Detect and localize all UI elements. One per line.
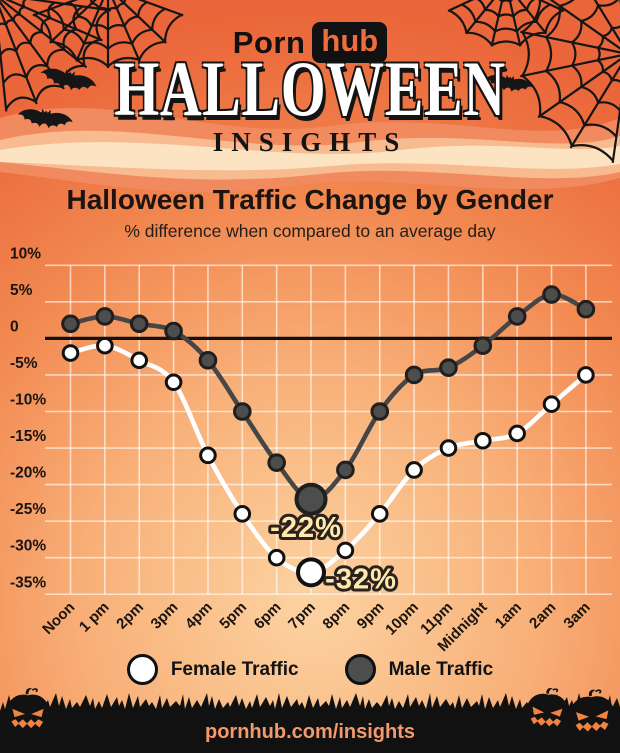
male-traffic-point — [95, 307, 115, 326]
male-traffic-point — [542, 285, 561, 304]
male-traffic-point — [294, 482, 328, 516]
female-traffic-point — [164, 373, 183, 392]
male-traffic-point — [164, 321, 183, 341]
x-axis-label: 10pm — [382, 599, 422, 639]
y-axis-label: -20% — [10, 465, 46, 482]
legend-label-female: Female Traffic — [170, 658, 299, 680]
x-axis-label: 4pm — [182, 599, 216, 633]
chart-subtitle: % difference when compared to an average… — [124, 221, 496, 241]
male-traffic-point — [129, 314, 149, 334]
x-axis-label: 9pm — [354, 599, 388, 633]
female-traffic-point — [267, 548, 286, 567]
male-traffic-point — [336, 460, 355, 480]
male-traffic-point — [233, 402, 252, 421]
annotation-label: -22% — [270, 512, 342, 544]
x-axis-label: 11pm — [417, 599, 456, 638]
x-axis-label: 5pm — [216, 599, 250, 633]
annotation-label: -32% — [325, 563, 397, 595]
y-axis-label: -10% — [10, 392, 46, 409]
logo-hub-text: hub — [321, 23, 379, 58]
male-traffic-point — [576, 299, 596, 319]
female-traffic-marker — [126, 654, 158, 685]
logo-hub-badge: hub — [312, 22, 388, 63]
x-axis-label: 8pm — [319, 599, 353, 633]
x-axis-label: 1 pm — [76, 599, 113, 636]
y-axis-label: 5% — [10, 282, 33, 299]
header-decoration — [0, 0, 620, 192]
x-axis-label: 6pm — [251, 599, 285, 633]
spider-web-icon — [520, 0, 620, 164]
x-axis-label: 3am — [560, 599, 593, 632]
spider-web-icon — [32, 0, 184, 68]
legend-label-male: Male Traffic — [388, 658, 494, 680]
insights-subtitle: INSIGHTS — [212, 127, 408, 157]
female-traffic-point — [474, 431, 492, 450]
y-axis-label: 0 — [10, 318, 19, 335]
spider-web-icon — [447, 0, 565, 47]
footer-url: pornhub.com/insights — [205, 721, 415, 743]
female-traffic-point — [130, 351, 149, 370]
female-traffic-point — [577, 366, 595, 384]
logo-porn-text: Porn — [232, 24, 306, 60]
legend-item-female: Female Traffic — [126, 654, 299, 685]
male-traffic-point — [198, 351, 218, 370]
female-traffic-point — [233, 505, 252, 523]
legend-item-male: Male Traffic — [344, 654, 494, 685]
female-traffic-point — [508, 424, 526, 443]
y-axis-label: -15% — [10, 428, 46, 445]
female-traffic-point — [199, 446, 217, 465]
y-axis-label: -25% — [10, 501, 46, 518]
female-traffic-point — [336, 541, 355, 560]
male-traffic-point — [61, 314, 80, 334]
male-traffic-point — [267, 453, 286, 472]
grass-silhouette — [0, 693, 620, 753]
pornhub-logo: Porn hub — [0, 22, 620, 63]
male-traffic-point — [404, 365, 424, 385]
x-axis-label: 7pm — [285, 599, 319, 633]
female-traffic-point — [542, 395, 561, 413]
female-traffic-point — [296, 557, 327, 588]
male-traffic-line — [68, 292, 589, 502]
female-traffic-point — [439, 439, 458, 457]
male-traffic-point — [507, 307, 527, 326]
x-axis-label: 1am — [492, 599, 525, 632]
male-traffic-point — [370, 402, 390, 421]
x-axis-label: Midnight — [434, 599, 490, 655]
male-traffic-marker — [344, 654, 376, 685]
chart-legend: Female Traffic Male Traffic — [0, 654, 620, 685]
female-traffic-point — [61, 344, 80, 362]
female-traffic-line — [68, 343, 589, 575]
chart-title: Halloween Traffic Change by Gender — [66, 184, 554, 215]
x-axis-label: 2am — [526, 599, 559, 632]
wave-band-3 — [0, 142, 620, 171]
y-axis-label: -5% — [10, 355, 38, 372]
female-traffic-point — [370, 505, 389, 523]
female-traffic-point — [96, 336, 114, 355]
x-axis-label: Noon — [39, 599, 78, 638]
y-axis-label: -30% — [10, 538, 46, 555]
y-axis-label: -35% — [10, 574, 46, 591]
x-axis-label: 3pm — [148, 599, 182, 633]
male-traffic-point — [473, 336, 493, 356]
halloween-title: HALLOWEEN — [114, 45, 506, 132]
x-axis-label: 2pm — [113, 599, 147, 633]
male-traffic-point — [439, 358, 458, 377]
female-traffic-point — [405, 461, 423, 479]
footer-decoration — [0, 685, 620, 753]
